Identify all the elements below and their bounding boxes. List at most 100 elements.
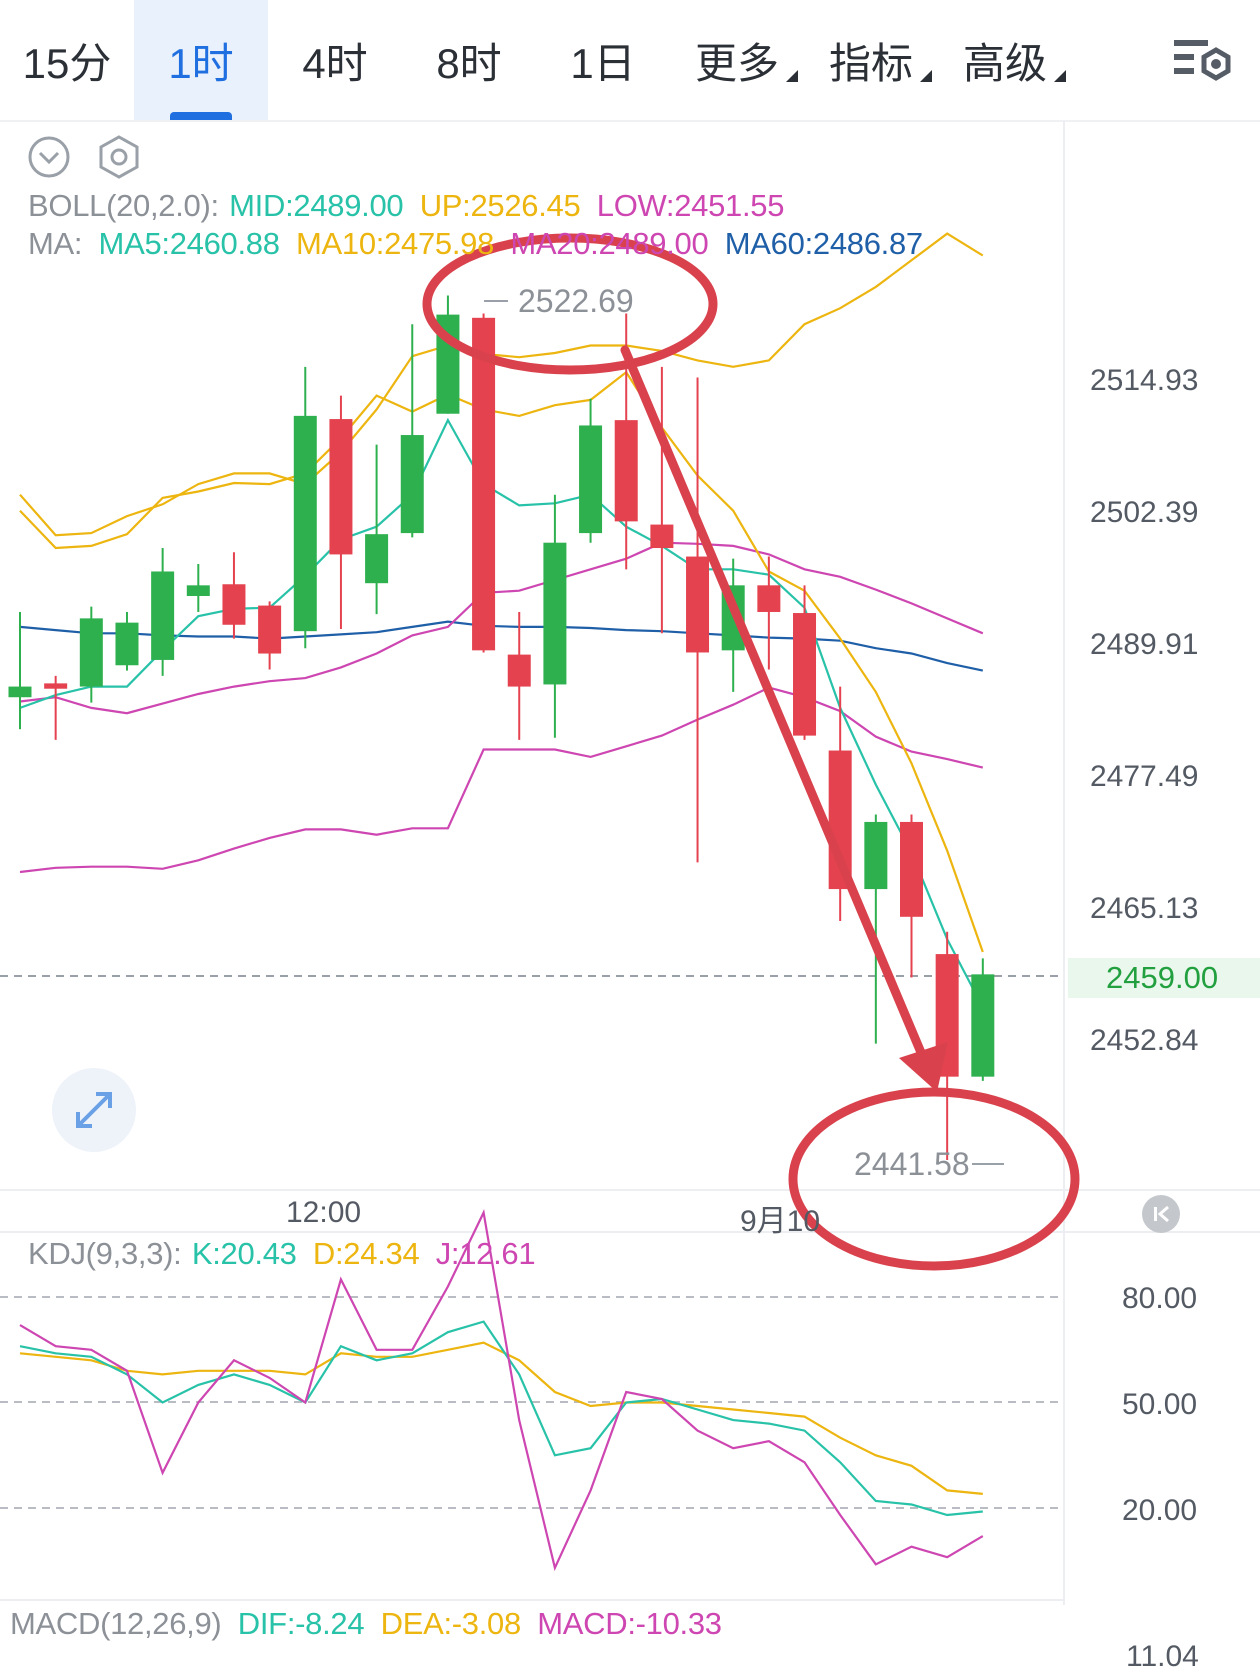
- kdj-j-value: J:12.61: [435, 1236, 536, 1271]
- bearish-candle: [686, 377, 710, 863]
- bearish-candle: [650, 366, 674, 634]
- kdj-axis-label: 50.00: [1122, 1388, 1198, 1421]
- bearish-candle: [222, 552, 246, 639]
- boll-low: LOW:2451.55: [596, 188, 785, 223]
- macd-legend: MACD(12,26,9) DIF:-8.24 DEA:-3.08 MACD:-…: [10, 1606, 730, 1642]
- kdj-legend: KDJ(9,3,3): K:20.43 D:24.34 J:12.61: [28, 1236, 543, 1272]
- tab-1hour[interactable]: 1时: [134, 0, 268, 120]
- candle-body: [365, 534, 389, 584]
- candle-body: [793, 613, 817, 736]
- ma10-value: MA10:2475.98: [296, 226, 495, 261]
- bullish-candle: [436, 295, 460, 414]
- candle-body: [507, 654, 531, 687]
- high-price-label: 2522.69: [518, 283, 634, 319]
- bearish-candle: [44, 675, 68, 740]
- price-axis-label: 2489.91: [1090, 628, 1199, 661]
- time-axis-label: 12:00: [286, 1196, 362, 1229]
- candle-body: [258, 605, 282, 654]
- boll-mid: MID:2489.00: [229, 188, 404, 223]
- tab-label: 更多: [694, 39, 779, 87]
- candle-body: [8, 686, 32, 698]
- active-tab-indicator: [170, 112, 232, 120]
- kdj-d-value: D:24.34: [312, 1236, 420, 1271]
- macd-dea-value: DEA:-3.08: [380, 1606, 522, 1641]
- ma5-line: [19, 417, 984, 1008]
- bearish-candle: [757, 556, 781, 670]
- indicator-lines: [19, 232, 984, 1008]
- bullish-candle: [971, 958, 995, 1081]
- low-price-label: 2441.58: [854, 1146, 970, 1182]
- low-circle-annotation: [788, 1087, 1080, 1271]
- ma-legend: MA: MA5:2460.88 MA10:2475.98 MA20:2489.0…: [28, 226, 931, 262]
- candle-body: [971, 974, 995, 1077]
- time-axis-label: 9月10: [740, 1205, 821, 1238]
- tab-label: 4时: [302, 39, 368, 87]
- high-circle-annotation: [422, 233, 718, 375]
- fullscreen-expand-button[interactable]: [52, 1068, 136, 1152]
- bearish-candle: [329, 395, 353, 630]
- candle-body: [222, 584, 246, 625]
- tab-label: 8时: [436, 39, 502, 87]
- dropdown-corner-icon: [920, 70, 932, 82]
- hexagon-settings-icon[interactable]: [96, 134, 142, 185]
- bearish-candle: [258, 601, 282, 670]
- tab-more-dropdown[interactable]: 更多: [670, 0, 804, 120]
- bullish-candle: [400, 324, 424, 538]
- ma10-line: [19, 370, 984, 953]
- bullish-candle: [79, 606, 103, 703]
- ma20-line: [19, 541, 984, 715]
- chart-settings-icon[interactable]: [1172, 36, 1234, 86]
- scroll-to-latest-button[interactable]: [1142, 1195, 1180, 1233]
- kdj-d-line: [19, 1341, 983, 1495]
- macd-axis-label: 11.04: [1126, 1640, 1199, 1673]
- ma-name: MA:: [28, 226, 83, 261]
- macd-name: MACD(12,26,9): [10, 1606, 222, 1641]
- candle-body: [579, 425, 603, 534]
- period-tab-bar: 15分 1时 4时 8时 1日 更多 指标 高级: [0, 0, 1260, 120]
- tab-4hour[interactable]: 4时: [268, 0, 402, 120]
- tab-1day[interactable]: 1日: [536, 0, 670, 120]
- kdj-k-value: K:20.43: [191, 1236, 297, 1271]
- rewind-icon: [1154, 1205, 1169, 1223]
- bearish-candle: [900, 814, 923, 978]
- bullish-candle: [151, 548, 175, 676]
- downtrend-arrow-shaft: [620, 345, 930, 1067]
- candle-body: [79, 618, 103, 687]
- expand-arrows-icon: [76, 1092, 112, 1128]
- tab-indicators-dropdown[interactable]: 指标: [804, 0, 938, 120]
- kdj-j-line: [19, 1209, 984, 1572]
- tab-advanced-dropdown[interactable]: 高级: [938, 0, 1072, 120]
- tab-15min[interactable]: 15分: [0, 0, 134, 120]
- candle-body: [329, 419, 353, 555]
- candle-body: [543, 542, 567, 685]
- candle-body: [686, 556, 710, 653]
- candlesticks: [8, 295, 995, 1161]
- ma60-value: MA60:2486.87: [724, 226, 923, 261]
- ma20-value: MA20:2489.00: [510, 226, 709, 261]
- dropdown-corner-icon: [1054, 70, 1066, 82]
- tab-label: 1日: [570, 39, 636, 87]
- bullish-candle: [186, 564, 210, 612]
- candle-body: [115, 622, 139, 666]
- boll-lower-line: [19, 686, 984, 874]
- kdj-name: KDJ(9,3,3):: [28, 1236, 182, 1271]
- boll-name: BOLL(20,2.0):: [28, 188, 219, 223]
- hand-drawn-annotations: [422, 233, 1080, 1271]
- bullish-candle: [864, 814, 888, 1044]
- price-axis-label: 2477.49: [1090, 760, 1199, 793]
- bullish-candle: [579, 398, 603, 543]
- boll-up: UP:2526.45: [419, 188, 581, 223]
- tab-label: 高级: [962, 39, 1047, 87]
- price-axis-label: 2514.93: [1090, 364, 1199, 397]
- candle-body: [151, 571, 175, 660]
- boll-upper-line: [19, 232, 984, 537]
- ma60-line: [19, 620, 984, 672]
- candle-body: [900, 821, 923, 917]
- downtrend-arrow-head: [899, 1042, 948, 1092]
- tab-8hour[interactable]: 8时: [402, 0, 536, 120]
- candle-body: [400, 435, 424, 534]
- candle-body: [44, 683, 68, 689]
- collapse-chevron-icon[interactable]: [28, 136, 70, 183]
- dropdown-corner-icon: [786, 70, 798, 82]
